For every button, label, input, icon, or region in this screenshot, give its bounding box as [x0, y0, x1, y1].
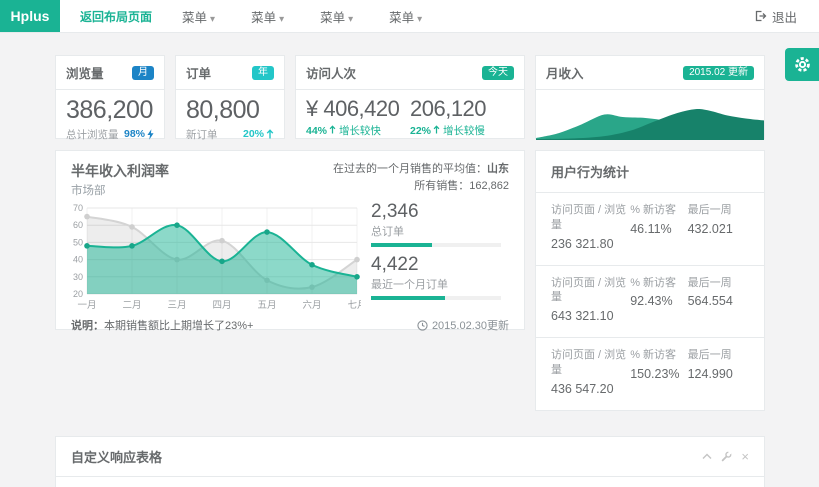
panel-title: 用户行为统计 [536, 151, 764, 193]
theme-settings-button[interactable] [785, 48, 819, 81]
stat-cards-row: 浏览量 月 386,200 总计浏览量 98% 订单 年 80,800 新订单 [55, 55, 765, 142]
period-badge: 今天 [482, 65, 514, 80]
period-badge: 月 [132, 65, 154, 80]
behavior-row: 访问页面 / 浏览量 236 321.80 % 新访客 46.11% 最后一周 432… [536, 193, 764, 266]
chevron-down-icon: ▾ [348, 13, 354, 25]
svg-text:30: 30 [73, 272, 83, 282]
orders-label: 新订单 [186, 128, 218, 141]
svg-text:四月: 四月 [212, 300, 231, 311]
total-orders-progressbar [371, 243, 501, 247]
month-orders-value: 4,422 [371, 254, 419, 275]
sales-summary: 在过去的一个月销售的平均值：山东 所有销售：162,862 [333, 163, 509, 192]
order-stats: 2,346 总订单 4,422 最近一个月订单 [361, 202, 501, 314]
gear-icon [794, 57, 810, 72]
visits-right: 206,120 22% 增长较慢 [410, 96, 514, 138]
chevron-up-icon [702, 453, 712, 459]
close-icon[interactable]: × [741, 448, 749, 464]
visits-left: ¥ 406,420 44% 增长较快 [306, 96, 410, 138]
total-orders-value: 2,346 [371, 201, 419, 222]
wrench-icon [722, 451, 732, 461]
card-pageviews: 浏览量 月 386,200 总计浏览量 98% [55, 55, 165, 142]
revenue-line-chart: 20 30 40 50 60 70 一月 二月 三月 四月 五月 六月 七月 [73, 203, 361, 311]
revenue-chart-panel: 半年收入利润率 市场部 在过去的一个月销售的平均值：山东 所有销售：162,86… [55, 150, 525, 333]
pageviews-percent: 98% [124, 127, 154, 142]
svg-text:一月: 一月 [77, 300, 96, 311]
month-orders-progressbar [371, 296, 501, 300]
svg-text:三月: 三月 [167, 300, 186, 311]
svg-text:七月: 七月 [347, 300, 361, 311]
responsive-table-panel: 自定义响应表格 × 天 周 月 搜索 [55, 435, 765, 487]
svg-text:60: 60 [73, 220, 83, 230]
sign-out-icon [755, 10, 767, 22]
svg-text:五月: 五月 [257, 300, 276, 311]
page-content: 浏览量 月 386,200 总计浏览量 98% 订单 年 80,800 新订单 [55, 55, 765, 487]
level-up-icon [329, 125, 336, 134]
visits-right-note: 22% 增长较慢 [410, 125, 485, 138]
pageviews-label: 总计浏览量 [66, 128, 119, 141]
menu-dropdown-4[interactable]: 菜单 ▾ [389, 10, 423, 25]
card-orders: 订单 年 80,800 新订单 20% [175, 55, 285, 142]
level-up-icon [266, 129, 274, 139]
menu-dropdown-3[interactable]: 菜单 ▾ [320, 10, 354, 25]
middle-row: 半年收入利润率 市场部 在过去的一个月销售的平均值：山东 所有销售：162,86… [55, 150, 765, 411]
chevron-down-icon: ▾ [279, 13, 285, 25]
orders-percent: 20% [243, 127, 274, 142]
visits-revenue-value: ¥ 406,420 [306, 96, 400, 121]
menu-dropdown-2[interactable]: 菜单 ▾ [251, 10, 285, 25]
bolt-icon [147, 129, 154, 140]
card-monthly-income: 月收入 2015.02 更新 [535, 55, 765, 140]
card-title: 订单 [186, 67, 212, 81]
collapse-button[interactable] [702, 453, 712, 460]
total-orders-label: 总订单 [371, 226, 404, 238]
panel-subtitle: 市场部 [71, 185, 106, 197]
panel-title: 自定义响应表格 [71, 449, 163, 465]
behavior-row: 访问页面 / 浏览量 643 321.10 % 新访客 92.43% 最后一周 564… [536, 266, 764, 339]
svg-text:70: 70 [73, 203, 83, 213]
clock-icon [417, 319, 428, 331]
svg-text:六月: 六月 [302, 299, 321, 311]
card-title: 访问人次 [306, 67, 357, 81]
period-badge: 年 [252, 65, 274, 80]
visits-left-note: 44% 增长较快 [306, 125, 381, 138]
back-to-layout-link[interactable]: 返回布局页面 [80, 9, 153, 24]
chevron-down-icon: ▾ [210, 13, 216, 25]
month-orders-label: 最近一个月订单 [371, 279, 448, 291]
chevron-down-icon: ▾ [417, 13, 423, 25]
pageviews-value: 386,200 [66, 96, 153, 124]
card-title: 浏览量 [66, 67, 104, 81]
top-nav: 返回布局页面 菜单 ▾ 菜单 ▾ 菜单 ▾ 菜单 ▾ [60, 0, 440, 32]
visits-count-value: 206,120 [410, 96, 487, 121]
top-navbar: Hplus 返回布局页面 菜单 ▾ 菜单 ▾ 菜单 ▾ 菜单 ▾ 退出 [0, 0, 819, 33]
panel-title: 半年收入利润率 [71, 163, 169, 179]
svg-text:50: 50 [73, 237, 83, 247]
card-visits: 访问人次 今天 ¥ 406,420 44% 增长较快 206,120 22% 增… [295, 55, 525, 139]
card-title: 月收入 [546, 67, 584, 81]
svg-text:40: 40 [73, 255, 83, 265]
updated-timestamp: 2015.02.30更新 [417, 317, 509, 333]
app-logo[interactable]: Hplus [0, 0, 60, 32]
updated-badge: 2015.02 更新 [683, 65, 754, 80]
menu-dropdown-1[interactable]: 菜单 ▾ [182, 10, 216, 25]
user-behavior-panel: 用户行为统计 访问页面 / 浏览量 236 321.80 % 新访客 46.11% … [535, 150, 765, 411]
svg-text:二月: 二月 [122, 300, 141, 311]
level-up-icon [433, 125, 440, 134]
orders-value: 80,800 [186, 96, 260, 124]
panel-note: 说明：本期销售额比上期增长了23%+ [71, 320, 254, 332]
behavior-row: 访问页面 / 浏览量 436 547.20 % 新访客 150.23% 最后一周 12… [551, 349, 733, 396]
svg-text:20: 20 [73, 289, 83, 299]
income-area-chart [536, 109, 764, 140]
settings-button[interactable] [721, 451, 732, 462]
logout-button[interactable]: 退出 [755, 0, 819, 32]
